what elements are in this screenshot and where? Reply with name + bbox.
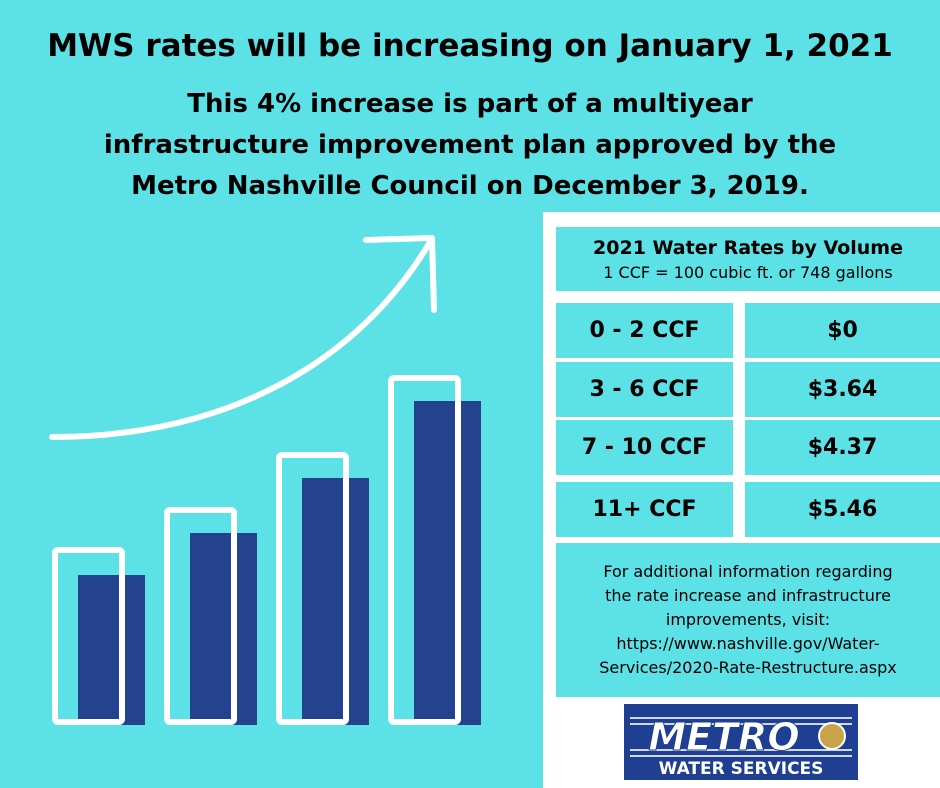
volume-cell: 11+ CCF xyxy=(556,482,733,537)
subtitle-line: Metro Nashville Council on December 3, 2… xyxy=(131,171,809,201)
info-line: For additional information regarding xyxy=(603,562,893,581)
subtitle: This 4% increase is part of a multiyear … xyxy=(0,84,940,207)
arrow xyxy=(49,239,433,440)
rate-cell: $3.64 xyxy=(745,362,940,417)
bar xyxy=(414,401,481,725)
bar-outline xyxy=(52,547,125,725)
growth-illustration xyxy=(49,235,481,725)
bars xyxy=(78,401,481,725)
bar-outlines xyxy=(49,235,461,725)
volume-cell: 3 - 6 CCF xyxy=(556,362,733,417)
logo: METRO WATER SERVICES xyxy=(622,702,860,782)
volume-cell: 7 - 10 CCF xyxy=(556,420,733,475)
bar xyxy=(78,575,145,725)
logo-name: METRO xyxy=(648,715,799,759)
bar-outline xyxy=(164,507,237,725)
bar xyxy=(302,478,369,725)
table-subtitle: 1 CCF = 100 cubic ft. or 748 gallons xyxy=(603,262,893,282)
table-title: 2021 Water Rates by Volume xyxy=(593,236,903,259)
info-line: https://www.nashville.gov/Water- xyxy=(616,634,880,653)
subtitle-line: infrastructure improvement plan approved… xyxy=(103,130,837,160)
subtitle-line: This 4% increase is part of a multiyear xyxy=(187,89,753,119)
bar-outline xyxy=(388,375,461,725)
rate-cell: $0 xyxy=(745,303,940,358)
bar-outline xyxy=(276,452,349,725)
volume-cell: 0 - 2 CCF xyxy=(556,303,733,358)
info-line: improvements, visit: xyxy=(665,610,831,629)
info-box: For additional information regarding the… xyxy=(556,543,940,697)
table-header: 2021 Water Rates by Volume 1 CCF = 100 c… xyxy=(556,227,940,291)
bar xyxy=(190,533,257,725)
logo-tagline: WATER SERVICES xyxy=(659,759,824,779)
arrow-head xyxy=(363,235,437,313)
logo-art: METRO WATER SERVICES xyxy=(630,715,852,779)
title: MWS rates will be increasing on January … xyxy=(47,28,893,64)
rate-cell: $5.46 xyxy=(745,482,940,537)
info-line: Services/2020-Rate-Restructure.aspx xyxy=(599,658,897,677)
rate-cell: $4.37 xyxy=(745,420,940,475)
info-line: the rate increase and infrastructure xyxy=(605,586,891,605)
